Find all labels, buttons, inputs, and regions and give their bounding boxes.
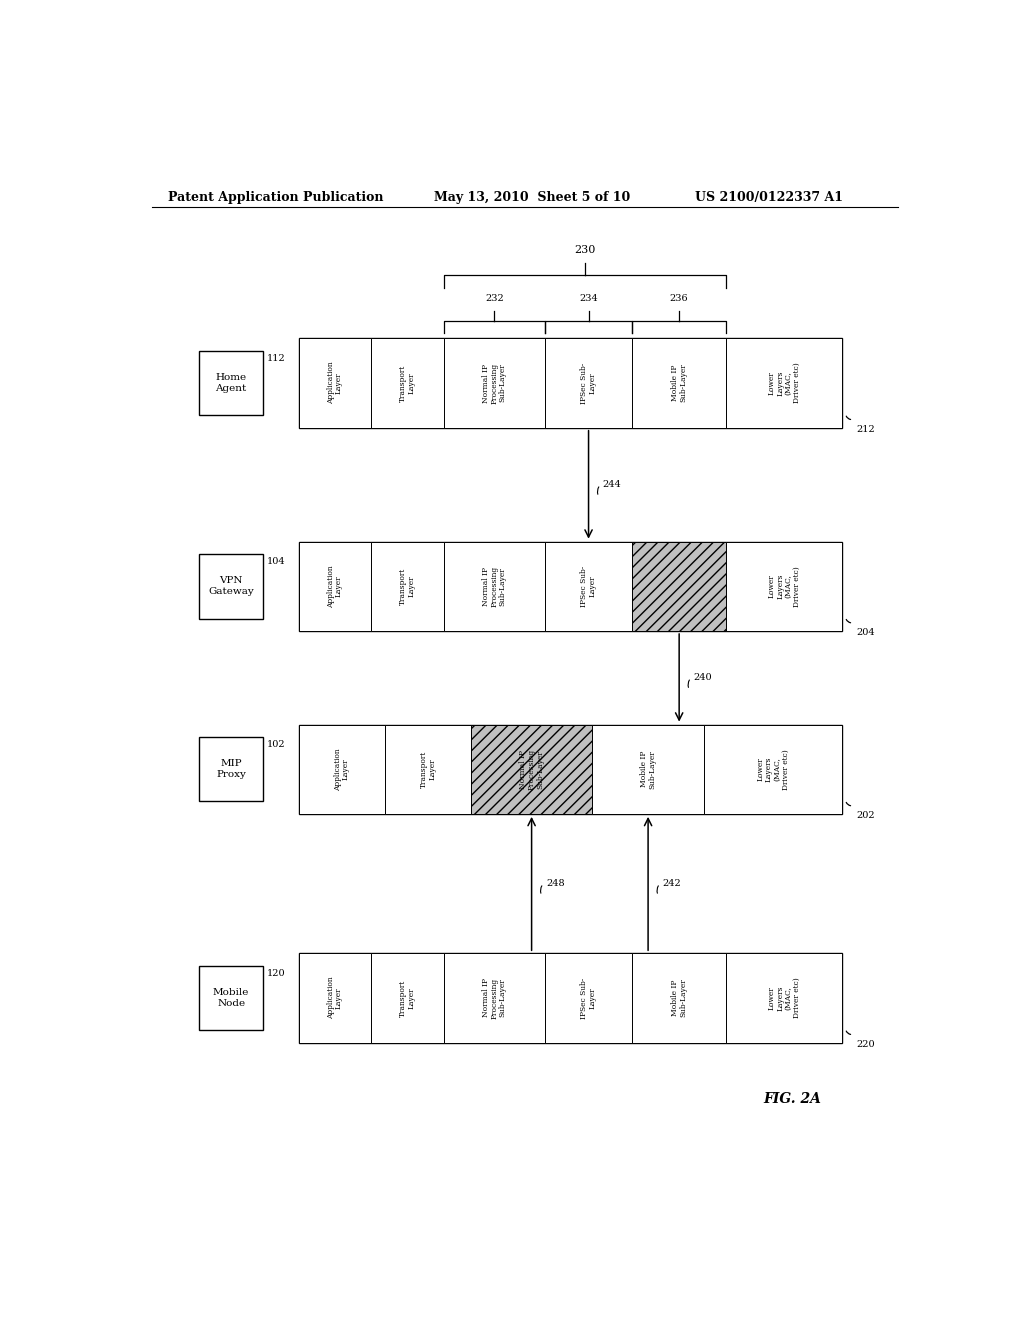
- Text: 112: 112: [267, 354, 286, 363]
- Text: Application
Layer: Application Layer: [327, 565, 343, 607]
- Text: 232: 232: [485, 294, 504, 302]
- Bar: [200, 966, 263, 1030]
- Text: 248: 248: [546, 879, 564, 888]
- Bar: [299, 953, 843, 1043]
- Bar: [299, 725, 385, 814]
- Text: Patent Application Publication: Patent Application Publication: [168, 191, 383, 203]
- Text: IPSec Sub-
Layer: IPSec Sub- Layer: [581, 977, 597, 1019]
- Bar: [299, 541, 371, 631]
- Bar: [299, 338, 843, 428]
- Bar: [443, 953, 545, 1043]
- Text: 234: 234: [580, 294, 598, 302]
- Text: Normal IP
Processing
Sub-Layer: Normal IP Processing Sub-Layer: [482, 566, 507, 607]
- Text: 202: 202: [856, 810, 876, 820]
- Text: 104: 104: [267, 557, 286, 566]
- Text: 236: 236: [670, 294, 688, 302]
- Bar: [632, 541, 726, 631]
- Bar: [471, 725, 592, 814]
- Text: IPSec Sub-
Layer: IPSec Sub- Layer: [581, 566, 597, 607]
- Text: Normal IP
Processing
Sub-Layer: Normal IP Processing Sub-Layer: [519, 748, 544, 789]
- Text: 220: 220: [856, 1040, 876, 1049]
- Bar: [726, 541, 843, 631]
- Bar: [443, 541, 545, 631]
- Bar: [299, 725, 843, 814]
- Bar: [443, 338, 545, 428]
- Bar: [371, 953, 443, 1043]
- Bar: [385, 725, 471, 814]
- Text: FIG. 2A: FIG. 2A: [763, 1092, 821, 1106]
- Bar: [545, 541, 632, 631]
- Bar: [705, 725, 842, 814]
- Text: Lower
Layers
(MAC,
Driver etc): Lower Layers (MAC, Driver etc): [768, 363, 801, 404]
- Bar: [371, 338, 443, 428]
- Bar: [200, 351, 263, 416]
- Text: Home
Agent: Home Agent: [215, 374, 247, 393]
- Text: 204: 204: [856, 628, 876, 638]
- Text: Application
Layer: Application Layer: [327, 362, 343, 404]
- Bar: [299, 338, 371, 428]
- Text: Normal IP
Processing
Sub-Layer: Normal IP Processing Sub-Layer: [482, 977, 507, 1019]
- Bar: [200, 554, 263, 619]
- Bar: [632, 338, 726, 428]
- Bar: [592, 725, 705, 814]
- Bar: [545, 953, 632, 1043]
- Bar: [200, 737, 263, 801]
- Text: Mobile
Node: Mobile Node: [213, 987, 250, 1008]
- Text: Normal IP
Processing
Sub-Layer: Normal IP Processing Sub-Layer: [482, 363, 507, 404]
- Text: Mobile IP
Sub-Layer: Mobile IP Sub-Layer: [640, 750, 656, 788]
- Text: Application
Layer: Application Layer: [334, 748, 350, 791]
- Text: 240: 240: [693, 673, 712, 682]
- Text: Mobile IP
Sub-Layer: Mobile IP Sub-Layer: [671, 978, 687, 1018]
- Bar: [632, 953, 726, 1043]
- Bar: [299, 953, 371, 1043]
- Text: IPSec Sub-
Layer: IPSec Sub- Layer: [581, 363, 597, 404]
- Text: Lower
Layers
(MAC,
Driver etc): Lower Layers (MAC, Driver etc): [768, 566, 801, 607]
- Text: Transport
Layer: Transport Layer: [399, 364, 416, 401]
- Text: 120: 120: [267, 969, 286, 978]
- Text: Transport
Layer: Transport Layer: [399, 979, 416, 1016]
- Text: 212: 212: [856, 425, 876, 434]
- Text: Application
Layer: Application Layer: [327, 977, 343, 1019]
- Text: May 13, 2010  Sheet 5 of 10: May 13, 2010 Sheet 5 of 10: [433, 191, 630, 203]
- Text: Transport
Layer: Transport Layer: [399, 568, 416, 605]
- Text: Transport
Layer: Transport Layer: [420, 751, 436, 788]
- Text: 242: 242: [663, 879, 681, 888]
- Text: Mobile IP
Sub-Layer: Mobile IP Sub-Layer: [671, 363, 687, 403]
- Text: MIP
Proxy: MIP Proxy: [216, 759, 246, 779]
- Bar: [726, 953, 843, 1043]
- Text: 102: 102: [267, 741, 286, 750]
- Text: Lower
Layers
(MAC,
Driver etc): Lower Layers (MAC, Driver etc): [757, 748, 790, 789]
- Text: 230: 230: [574, 246, 596, 255]
- Text: VPN
Gateway: VPN Gateway: [208, 577, 254, 597]
- Text: 244: 244: [603, 480, 622, 490]
- Bar: [545, 338, 632, 428]
- Bar: [726, 338, 843, 428]
- Bar: [299, 541, 843, 631]
- Bar: [371, 541, 443, 631]
- Text: Lower
Layers
(MAC,
Driver etc): Lower Layers (MAC, Driver etc): [768, 978, 801, 1018]
- Text: US 2100/0122337 A1: US 2100/0122337 A1: [695, 191, 844, 203]
